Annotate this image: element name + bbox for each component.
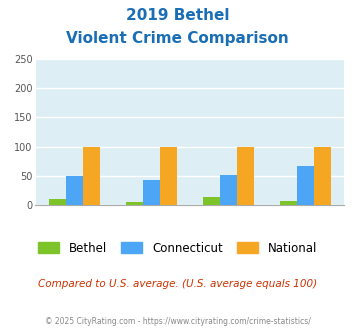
- Bar: [126, 202, 143, 205]
- Text: 2019 Bethel: 2019 Bethel: [126, 8, 229, 23]
- Bar: [314, 147, 331, 205]
- Text: © 2025 CityRating.com - https://www.cityrating.com/crime-statistics/: © 2025 CityRating.com - https://www.city…: [45, 317, 310, 326]
- Bar: [220, 175, 237, 205]
- Text: Violent Crime Comparison: Violent Crime Comparison: [66, 31, 289, 46]
- Bar: [49, 199, 66, 205]
- Bar: [237, 147, 254, 205]
- Bar: [280, 201, 297, 205]
- Bar: [143, 180, 160, 205]
- Bar: [203, 197, 220, 205]
- Bar: [66, 176, 83, 205]
- Bar: [160, 147, 177, 205]
- Legend: Bethel, Connecticut, National: Bethel, Connecticut, National: [33, 237, 322, 259]
- Bar: [297, 166, 314, 205]
- Bar: [83, 147, 100, 205]
- Text: Compared to U.S. average. (U.S. average equals 100): Compared to U.S. average. (U.S. average …: [38, 279, 317, 289]
